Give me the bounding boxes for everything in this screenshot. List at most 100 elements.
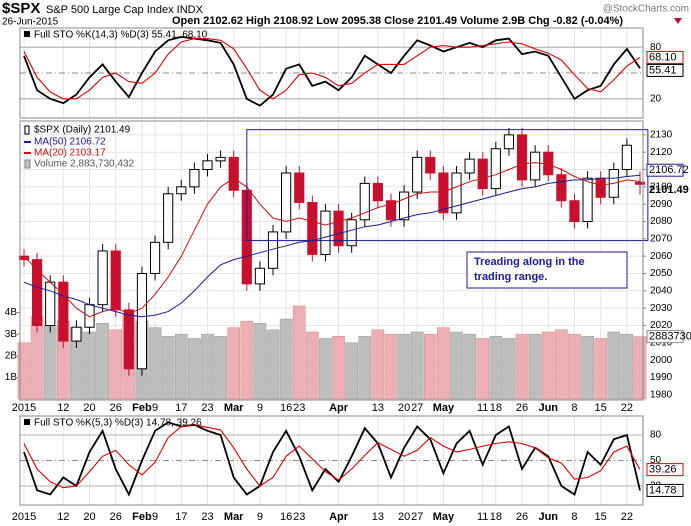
x-tick-label: Mar [224,402,244,414]
volume-bar [515,333,529,400]
y-tick-label: 2100 [650,181,673,192]
candle-body [359,182,370,221]
candle-body [254,267,266,285]
value-label: 14.78 [649,484,677,496]
candle-body [202,160,213,171]
volume-bar [292,305,306,400]
y2-tick-label: 1B [5,372,18,383]
y-tick-label: 1990 [650,372,673,383]
x-tick-label: 2015 [12,511,36,523]
x-tick-label: 22 [621,511,633,523]
candle-body [464,158,475,174]
volume-bar [397,333,411,400]
candle-body [621,144,632,171]
moving-average [23,162,641,318]
volume-bar [227,327,241,400]
x-tick-label: 20 [83,511,95,523]
x-tick-label: 26 [110,402,122,414]
legend-swatch [24,419,30,425]
x-tick-label: Apr [329,511,349,523]
value-label: 2883730 [649,331,691,343]
volume-bar [476,338,490,400]
panel-frame [19,415,644,506]
volume-bar [83,331,96,400]
volume-bar [384,333,398,400]
volume-bar [607,331,621,400]
x-tick-label: 26 [110,511,122,523]
x-tick-label: Feb [132,511,152,523]
candle-body [503,134,515,150]
sto-line [23,35,641,107]
x-tick-label: Feb [132,402,152,414]
y-tick-label: 2120 [650,147,673,158]
sto-line [23,424,641,489]
volume-bar [581,336,594,400]
value-label: 68.10 [649,51,677,63]
quote: Open 2102.62 High 2108.92 Low 2095.38 Cl… [172,15,623,27]
x-tick-label: 12 [57,402,69,414]
x-tick-label: 27 [411,511,423,523]
value-box [646,163,684,177]
x-tick-label: 27 [411,402,423,414]
last-close: 2101.49 [649,184,689,196]
x-tick-label: 13 [372,402,384,414]
volume-bar [253,323,267,400]
x-tick-label: 23 [201,511,213,523]
volume-bar [266,329,280,400]
y-tick-label: 2080 [650,216,673,227]
candle-body [123,309,134,370]
annotation-box [466,251,628,289]
down-arrow [674,18,682,24]
volume-bar [332,336,345,400]
legend-swatch [24,31,30,37]
y-tick-label: 20 [650,93,662,104]
volume-bar [201,333,214,400]
candle-body [110,250,121,311]
x-tick-label: 20 [398,402,410,414]
index-name: S&P 500 Large Cap Index INDX [46,4,204,16]
volume-bar [594,338,607,400]
x-tick-label: 11 [477,402,488,414]
volume-bar [279,318,293,400]
volume-bar [620,333,634,400]
annotation-text: trading range. [474,271,547,283]
y-tick-label: 2090 [650,199,673,210]
candle-body [307,201,318,255]
x-tick-label: 2015 [12,402,36,414]
legend-ma: MA(50) 2106.72 [34,137,106,148]
x-tick-label: 13 [372,511,384,523]
annotation-text: Treading along in the [474,256,585,268]
candle-body [228,156,239,191]
candle-body [372,182,383,202]
candle-body [634,181,646,185]
volume-bar [188,338,201,400]
candle-body [477,158,488,190]
volume-bar [174,333,188,400]
x-tick-label: Apr [329,402,349,414]
candle-body [149,241,161,274]
y-tick-label: 50 [650,455,662,466]
volume-bar [358,336,372,400]
value-box [646,330,684,344]
value-label: 55.41 [649,64,677,76]
x-tick-label: 9 [152,511,158,523]
volume-bar [161,336,175,400]
volume-bar [568,333,581,400]
x-tick-label: 26 [516,511,528,523]
volume-bar [528,333,542,400]
x-tick-label: 15 [595,402,607,414]
volume-bar [240,320,254,400]
value-box [646,50,684,64]
candle-body [398,191,410,221]
candle-body [18,255,30,261]
y-tick-label: 2130 [650,130,673,141]
volume-bar [423,333,437,400]
y-tick-label: 2030 [650,303,673,314]
candle-body [516,134,528,181]
x-tick-label: 15 [595,511,607,523]
volume-bar [148,327,162,400]
volume-bar [96,323,109,400]
trading-range-box [246,129,649,242]
